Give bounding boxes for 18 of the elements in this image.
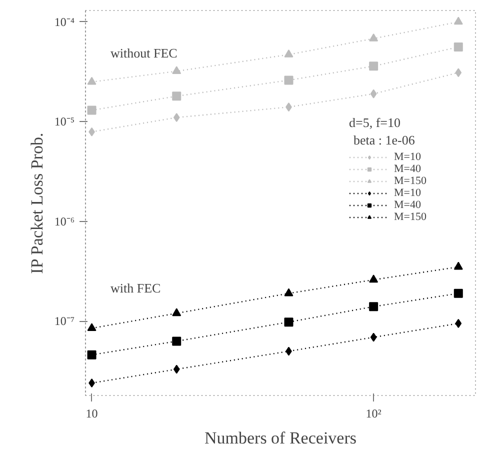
legend-label: M=150 bbox=[394, 211, 426, 223]
y-tick-label: 10⁻⁵ bbox=[54, 114, 75, 129]
x-tick-label: 10 bbox=[86, 406, 98, 420]
legend-label: M=10 bbox=[394, 187, 421, 199]
legend-title: d=5, f=10 bbox=[349, 115, 402, 131]
annotation: beta : 1e-06 bbox=[354, 132, 416, 148]
y-tick-label: 10⁻⁴ bbox=[54, 14, 75, 29]
annotation: with FEC bbox=[110, 280, 161, 296]
legend-label: M=10 bbox=[394, 151, 421, 163]
x-tick-label: 10² bbox=[366, 406, 382, 420]
annotation: without FEC bbox=[110, 46, 178, 60]
y-axis-title: IP Packet Loss Prob. bbox=[27, 132, 46, 274]
y-tick-label: 10⁻⁶ bbox=[54, 214, 75, 228]
x-axis-title: Numbers of Receivers bbox=[204, 428, 357, 448]
legend-label: M=40 bbox=[394, 163, 421, 175]
legend-label: M=150 bbox=[394, 175, 426, 187]
y-tick-label: 10⁻⁷ bbox=[54, 314, 75, 328]
legend-label: M=40 bbox=[394, 199, 421, 211]
